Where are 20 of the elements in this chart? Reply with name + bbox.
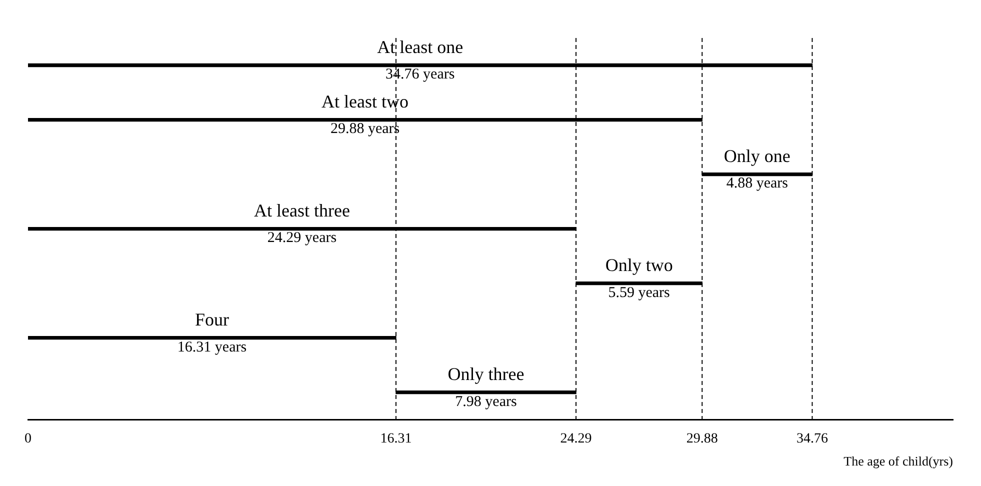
data-label: 34.76 years [386,66,455,83]
y-tick-label: At least three [254,200,350,221]
y-tick-label: Four [194,310,229,330]
data-label: 7.98 years [455,394,517,410]
data-label: 24.29 years [267,230,337,246]
x-tick-label: 0 [24,432,32,447]
x-tick-label: 24.29 [560,432,592,447]
y-tick-label: At least one [377,36,464,57]
y-tick-label: At least two [322,92,409,112]
y-tick-label: Only one [724,146,790,166]
x-tick-label: 16.31 [380,432,412,447]
data-label: 29.88 years [330,121,400,138]
data-label: 16.31 years [177,339,247,356]
y-tick-label: Only three [448,364,524,384]
y-tick-label: Only two [605,255,673,276]
data-label: 5.59 years [608,284,670,301]
x-tick-label: 34.76 [796,432,828,447]
data-label: 4.88 years [726,176,788,192]
x-axis-title: The age of child(yrs) [844,454,953,469]
x-tick-label: 29.88 [686,432,718,447]
